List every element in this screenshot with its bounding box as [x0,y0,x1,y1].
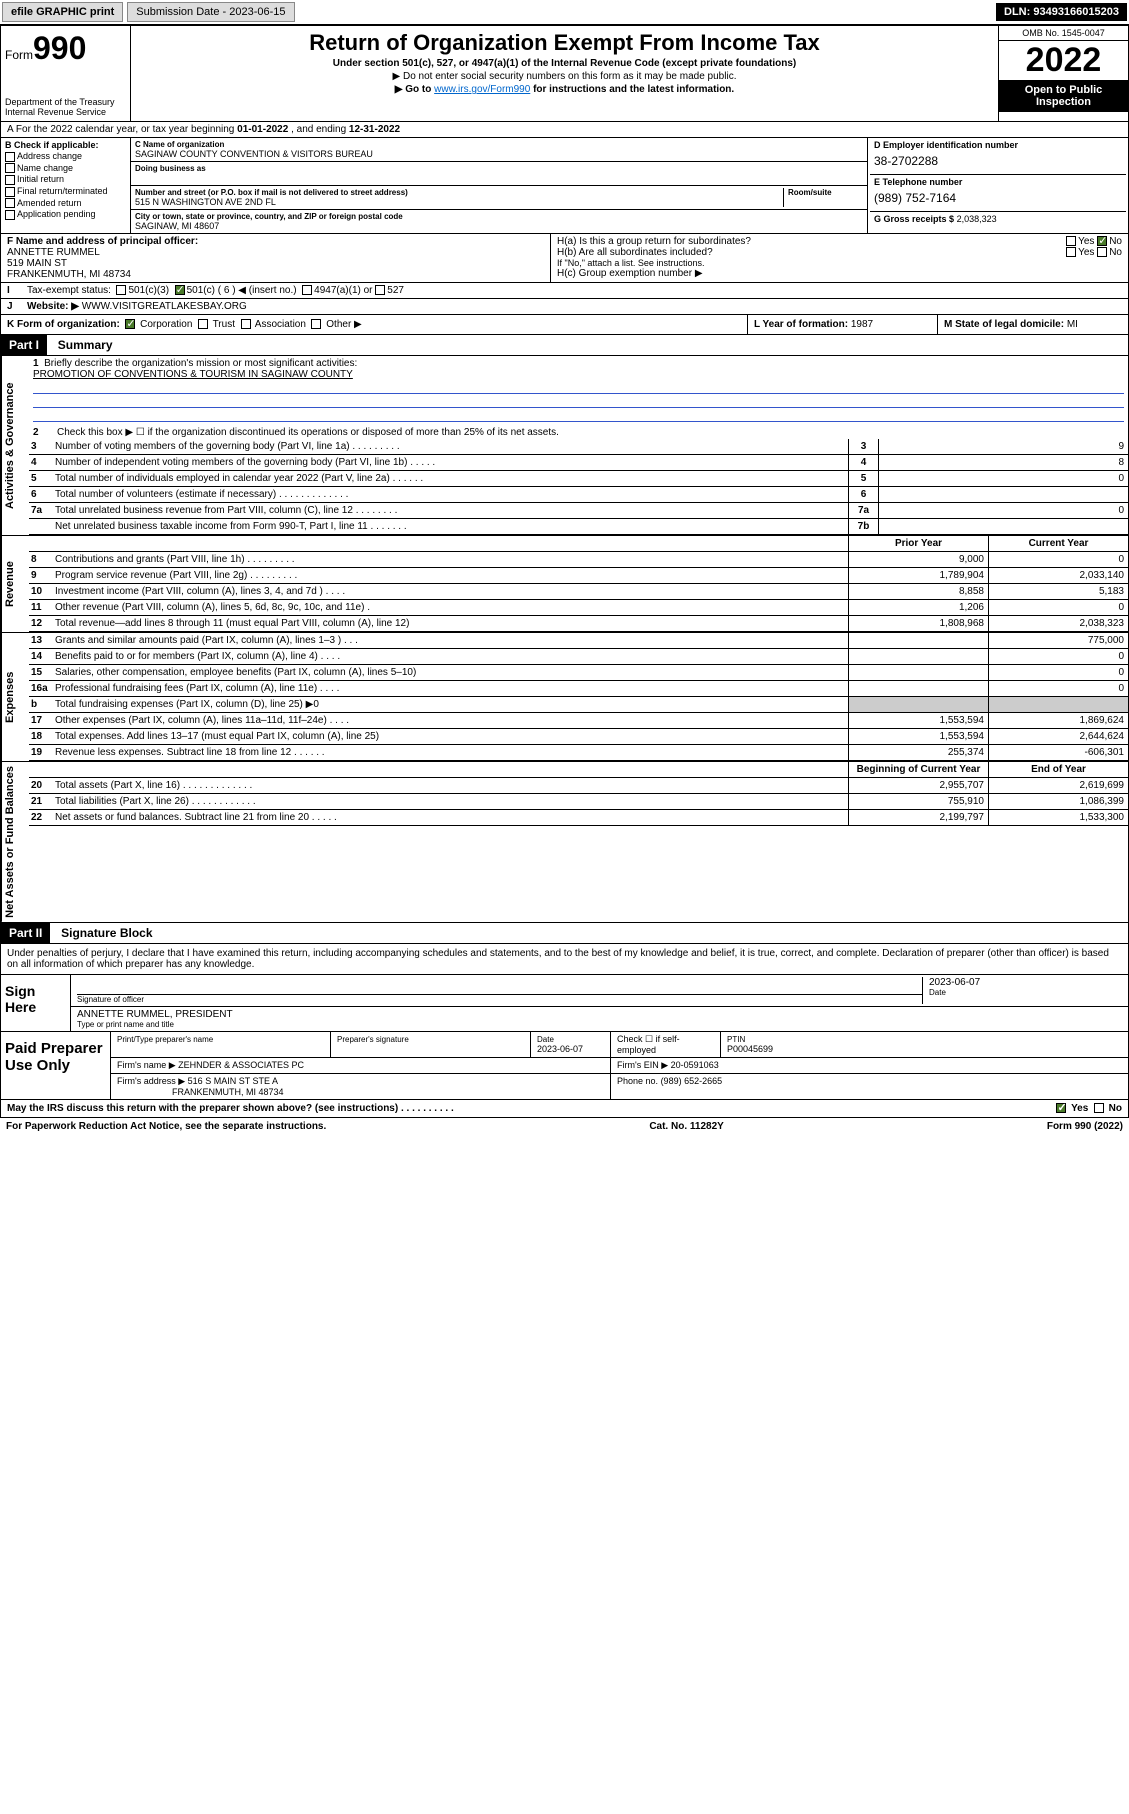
ptin: P00045699 [727,1044,773,1054]
na-header: Beginning of Current Year End of Year [29,762,1128,778]
form-title: Return of Organization Exempt From Incom… [135,30,994,56]
tax-year: 2022 [999,41,1128,80]
form-header: Form990 Department of the Treasury Inter… [0,25,1129,122]
activities-governance: Activities & Governance 1 Briefly descri… [0,356,1129,536]
row-k-org-form: K Form of organization: Corporation Trus… [0,315,1129,335]
summary-line: 6Total number of volunteers (estimate if… [29,487,1128,503]
section-b-to-g: B Check if applicable: Address change Na… [0,138,1129,234]
net-assets-line: 22Net assets or fund balances. Subtract … [29,810,1128,826]
revenue-header: Prior Year Current Year [29,536,1128,552]
cb-address-change[interactable]: Address change [5,151,126,162]
expenses-section: Expenses 13Grants and similar amounts pa… [0,633,1129,762]
summary-line: 7aTotal unrelated business revenue from … [29,503,1128,519]
summary-line: 4Number of independent voting members of… [29,455,1128,471]
expense-line: 17Other expenses (Part IX, column (A), l… [29,713,1128,729]
org-city: SAGINAW, MI 48607 [135,221,863,231]
row-i-tax-status: I Tax-exempt status: 501(c)(3) 501(c) ( … [0,283,1129,299]
sig-date: 2023-06-07 [929,977,1122,988]
firm-name: ZEHNDER & ASSOCIATES PC [178,1060,304,1070]
expense-line: bTotal fundraising expenses (Part IX, co… [29,697,1128,713]
cb-application[interactable]: Application pending [5,209,126,220]
officer-name: ANNETTE RUMMEL [7,247,100,258]
paid-preparer-label: Paid Preparer Use Only [1,1032,111,1099]
expense-line: 18Total expenses. Add lines 13–17 (must … [29,729,1128,745]
form-note-1: ▶ Do not enter social security numbers o… [135,71,994,82]
revenue-line: 11Other revenue (Part VIII, column (A), … [29,600,1128,616]
submission-date: Submission Date - 2023-06-15 [127,2,294,22]
gross-receipts: 2,038,323 [957,214,997,224]
summary-line: Net unrelated business taxable income fr… [29,519,1128,535]
page-footer: For Paperwork Reduction Act Notice, see … [0,1118,1129,1135]
omb-number: OMB No. 1545-0047 [999,26,1128,41]
sign-here-label: Sign Here [1,975,71,1031]
dln-label: DLN: 93493166015203 [996,3,1127,21]
part-ii-header: Part II Signature Block [0,923,1129,944]
expense-line: 13Grants and similar amounts paid (Part … [29,633,1128,649]
col-b-checkboxes: B Check if applicable: Address change Na… [1,138,131,233]
open-inspection: Open to Public Inspection [999,80,1128,112]
revenue-line: 9Program service revenue (Part VIII, lin… [29,568,1128,584]
mission-text: PROMOTION OF CONVENTIONS & TOURISM IN SA… [33,369,353,380]
website-value: WWW.VISITGREATLAKESBAY.ORG [82,301,247,312]
phone-value: (989) 752-7164 [874,187,1122,209]
revenue-section: Revenue Prior Year Current Year 8Contrib… [0,536,1129,633]
part-i-header: Part I Summary [0,335,1129,356]
summary-line: 3Number of voting members of the governi… [29,439,1128,455]
form-note-2: ▶ Go to www.irs.gov/Form990 for instruct… [135,84,994,95]
row-j-website: J Website: ▶ WWW.VISITGREATLAKESBAY.ORG [0,299,1129,315]
net-assets-section: Net Assets or Fund Balances Beginning of… [0,762,1129,923]
org-name: SAGINAW COUNTY CONVENTION & VISITORS BUR… [135,149,863,159]
form-label: Form990 [5,30,126,67]
row-f-h: F Name and address of principal officer:… [0,234,1129,283]
expense-line: 14Benefits paid to or for members (Part … [29,649,1128,665]
summary-line: 5Total number of individuals employed in… [29,471,1128,487]
signature-block: Under penalties of perjury, I declare th… [0,944,1129,1100]
dept-label: Department of the Treasury [5,97,126,107]
expense-line: 19Revenue less expenses. Subtract line 1… [29,745,1128,761]
officer-printed: ANNETTE RUMMEL, PRESIDENT [77,1009,1122,1020]
net-assets-line: 21Total liabilities (Part X, line 26) . … [29,794,1128,810]
may-irs-discuss: May the IRS discuss this return with the… [0,1100,1129,1118]
tab-net-assets: Net Assets or Fund Balances [1,762,29,922]
col-d-ein: D Employer identification number 38-2702… [868,138,1128,233]
revenue-line: 8Contributions and grants (Part VIII, li… [29,552,1128,568]
efile-print-button[interactable]: efile GRAPHIC print [2,2,123,22]
revenue-line: 12Total revenue—add lines 8 through 11 (… [29,616,1128,632]
form-subtitle: Under section 501(c), 527, or 4947(a)(1)… [135,58,994,69]
perjury-declaration: Under penalties of perjury, I declare th… [1,944,1128,974]
tab-expenses: Expenses [1,633,29,761]
cb-final-return[interactable]: Final return/terminated [5,186,126,197]
expense-line: 15Salaries, other compensation, employee… [29,665,1128,681]
net-assets-line: 20Total assets (Part X, line 16) . . . .… [29,778,1128,794]
ein-value: 38-2702288 [874,150,1122,172]
top-bar: efile GRAPHIC print Submission Date - 20… [0,0,1129,25]
col-c-org-info: C Name of organization SAGINAW COUNTY CO… [131,138,868,233]
cb-name-change[interactable]: Name change [5,163,126,174]
expense-line: 16aProfessional fundraising fees (Part I… [29,681,1128,697]
tab-activities: Activities & Governance [1,356,29,535]
org-address: 515 N WASHINGTON AVE 2ND FL [135,197,783,207]
cb-amended[interactable]: Amended return [5,198,126,209]
cb-initial-return[interactable]: Initial return [5,174,126,185]
revenue-line: 10Investment income (Part VIII, column (… [29,584,1128,600]
irs-label: Internal Revenue Service [5,107,126,117]
tab-revenue: Revenue [1,536,29,632]
irs-link[interactable]: www.irs.gov/Form990 [434,84,530,95]
row-a-tax-year: A For the 2022 calendar year, or tax yea… [0,122,1129,138]
